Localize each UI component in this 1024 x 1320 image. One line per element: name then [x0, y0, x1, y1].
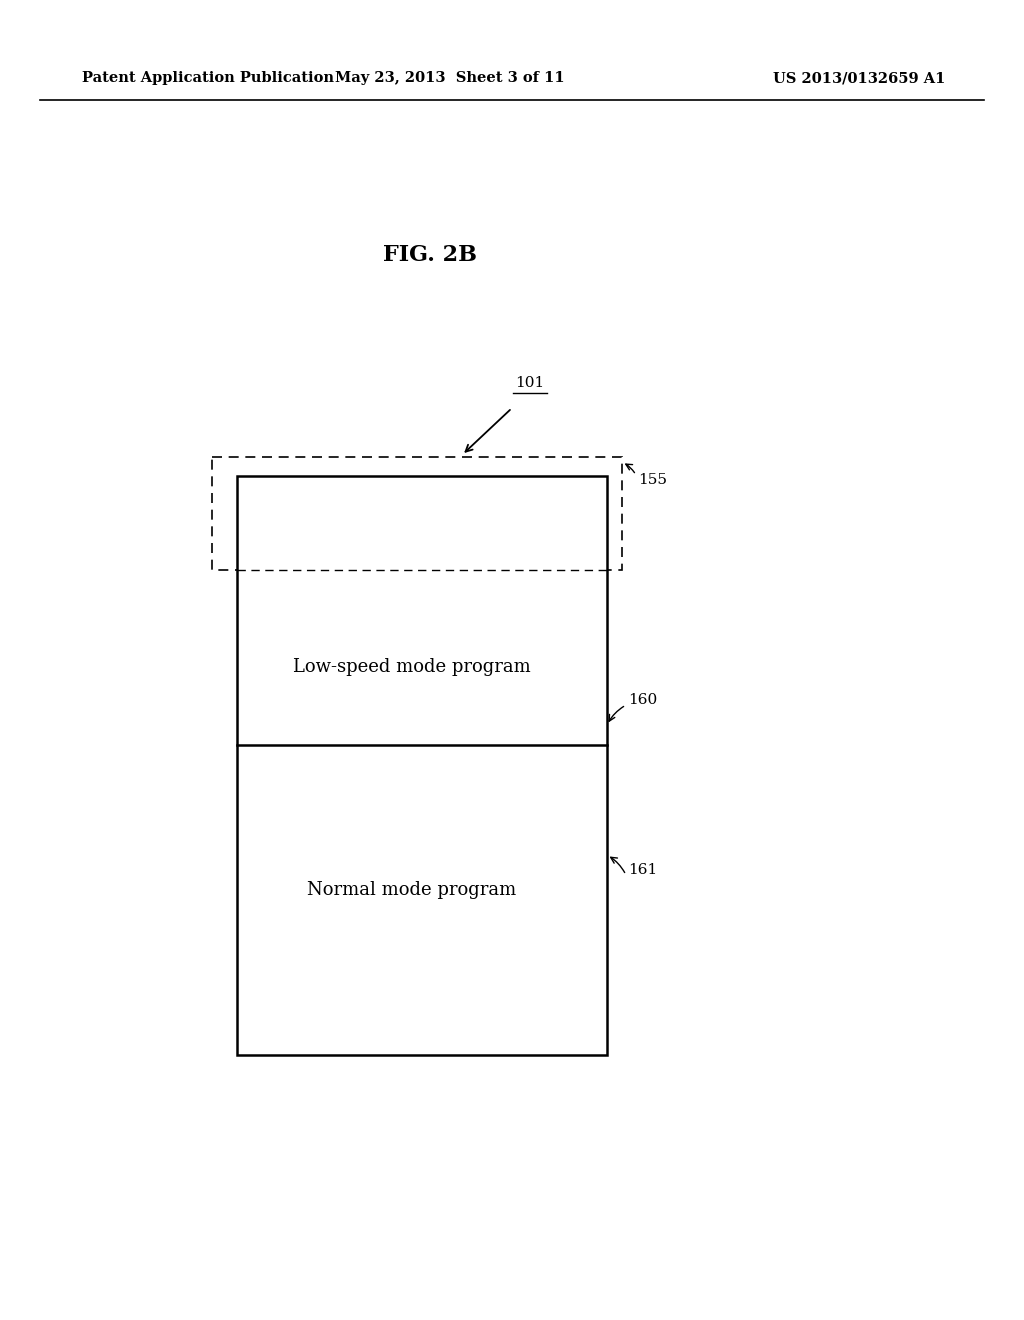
Text: 101: 101: [515, 376, 545, 389]
Text: 155: 155: [638, 473, 667, 487]
Text: US 2013/0132659 A1: US 2013/0132659 A1: [773, 71, 945, 84]
Text: Normal mode program: Normal mode program: [307, 880, 517, 899]
Text: May 23, 2013  Sheet 3 of 11: May 23, 2013 Sheet 3 of 11: [335, 71, 565, 84]
Bar: [212, 457, 622, 570]
Text: 160: 160: [628, 693, 657, 708]
Text: Low-speed mode program: Low-speed mode program: [293, 659, 530, 676]
Text: FIG. 2B: FIG. 2B: [383, 244, 477, 267]
Bar: [237, 477, 607, 1055]
Text: Patent Application Publication: Patent Application Publication: [82, 71, 334, 84]
Text: 161: 161: [628, 863, 657, 876]
